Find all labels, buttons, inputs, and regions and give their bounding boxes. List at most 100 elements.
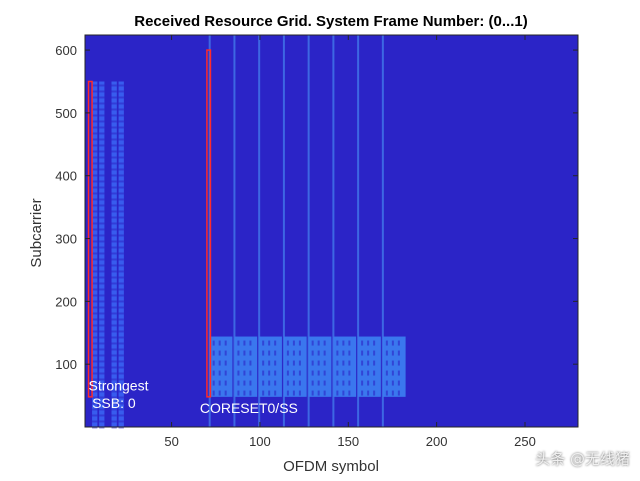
x-tick-label: 50 <box>164 434 178 449</box>
ssb-burst-stripe <box>99 144 105 147</box>
coreset-block-hole <box>367 340 370 346</box>
coreset-block-hole <box>348 390 351 396</box>
ssb-burst-stripe <box>111 132 117 135</box>
ssb-burst-stripe <box>99 288 105 291</box>
ssb-burst-stripe <box>99 294 105 297</box>
coreset-block-hole <box>342 390 345 396</box>
coreset-block-hole <box>361 350 364 356</box>
coreset-block-hole <box>373 380 376 386</box>
ssb-burst-stripe <box>111 114 117 117</box>
coreset-block-hole <box>224 350 227 356</box>
coreset-block-hole <box>361 370 364 376</box>
ssb-burst-stripe <box>111 288 117 291</box>
coreset-block-hole <box>218 370 221 376</box>
ssb-burst-stripe <box>111 312 117 315</box>
ssb-burst-stripe <box>111 258 117 261</box>
coreset-block-hole <box>237 350 240 356</box>
coreset-block-hole <box>373 370 376 376</box>
coreset-block-hole <box>397 350 400 356</box>
coreset-block-hole <box>367 360 370 366</box>
ssb-burst-stripe <box>118 150 124 153</box>
ssb-burst-stripe <box>111 102 117 105</box>
ssb-burst-stripe <box>99 348 105 351</box>
coreset-block-hole <box>311 390 314 396</box>
ssb-burst-stripe <box>118 198 124 201</box>
coreset-block-hole <box>268 360 271 366</box>
coreset-block-hole <box>224 390 227 396</box>
coreset-block-hole <box>298 380 301 386</box>
ssb-burst-stripe <box>92 186 98 189</box>
ssb-burst-stripe <box>99 120 105 123</box>
coreset-block-hole <box>317 360 320 366</box>
ssb-burst-stripe <box>99 402 105 405</box>
ssb-burst-stripe <box>92 414 98 417</box>
ssb-burst-stripe <box>111 210 117 213</box>
ssb-burst-stripe <box>99 360 105 363</box>
symbol-line-5 <box>332 35 335 427</box>
coreset-block-hole <box>385 370 388 376</box>
ssb-burst-stripe <box>92 360 98 363</box>
ssb-burst-stripe <box>92 306 98 309</box>
symbol-line-0 <box>208 35 211 427</box>
ssb-burst-stripe <box>92 420 98 423</box>
ssb-burst-stripe <box>92 168 98 171</box>
ssb-burst-stripe <box>118 414 124 417</box>
x-tick-label: 200 <box>426 434 448 449</box>
ssb-burst-stripe <box>118 318 124 321</box>
coreset-block-hole <box>385 350 388 356</box>
ssb-burst-stripe <box>99 114 105 117</box>
coreset-block-7 <box>382 336 406 397</box>
axes-box <box>84 34 579 428</box>
coreset-block-1 <box>234 336 258 397</box>
ssb-burst-stripe <box>92 270 98 273</box>
coreset-block-hole <box>361 380 364 386</box>
coreset-block-hole <box>336 340 339 346</box>
ssb-burst-stripe <box>92 378 98 381</box>
ssb-burst-stripe <box>118 132 124 135</box>
coreset-block-hole <box>361 340 364 346</box>
y-tick-label: 400 <box>55 169 77 184</box>
ssb-burst-stripe <box>99 354 105 357</box>
ssb-burst-stripe <box>92 222 98 225</box>
coreset-block-hole <box>292 350 295 356</box>
ssb-burst-stripe <box>111 408 117 411</box>
coreset-block-hole <box>323 370 326 376</box>
coreset-block-hole <box>268 390 271 396</box>
coreset-block-hole <box>218 350 221 356</box>
coreset-block-hole <box>391 360 394 366</box>
ssb-burst-stripe <box>99 246 105 249</box>
symbol-line-1 <box>233 35 236 427</box>
coreset-block-hole <box>342 360 345 366</box>
coreset-block-hole <box>212 370 215 376</box>
ssb-burst-stripe <box>118 348 124 351</box>
ssb-burst-stripe <box>92 312 98 315</box>
coreset-block-hole <box>218 360 221 366</box>
ssb-burst-stripe <box>99 378 105 381</box>
y-tick-label: 100 <box>55 357 77 372</box>
x-tick-label: 150 <box>337 434 359 449</box>
ssb-burst-stripe <box>118 300 124 303</box>
coreset-block-hole <box>274 390 277 396</box>
ssb-burst-stripe <box>111 162 117 165</box>
coreset-block-hole <box>323 340 326 346</box>
ssb-burst-stripe <box>118 120 124 123</box>
coreset-block-hole <box>373 360 376 366</box>
highlight-box-0 <box>87 80 93 398</box>
watermark: 头条 @无线猪 <box>535 450 630 468</box>
ssb-burst-stripe <box>99 180 105 183</box>
ssb-burst-stripe <box>99 216 105 219</box>
coreset-block-hole <box>249 380 252 386</box>
ssb-burst-stripe <box>111 378 117 381</box>
ssb-burst-stripe <box>99 282 105 285</box>
ssb-burst-stripe <box>99 222 105 225</box>
ssb-burst-stripe <box>99 156 105 159</box>
coreset-block-hole <box>385 360 388 366</box>
ssb-burst-stripe <box>118 222 124 225</box>
ssb-burst-stripe <box>99 168 105 171</box>
coreset-block-hole <box>292 380 295 386</box>
coreset-block-hole <box>397 360 400 366</box>
annotation-0: Strongest <box>89 378 149 394</box>
coreset-block-hole <box>274 350 277 356</box>
coreset-block-hole <box>292 390 295 396</box>
